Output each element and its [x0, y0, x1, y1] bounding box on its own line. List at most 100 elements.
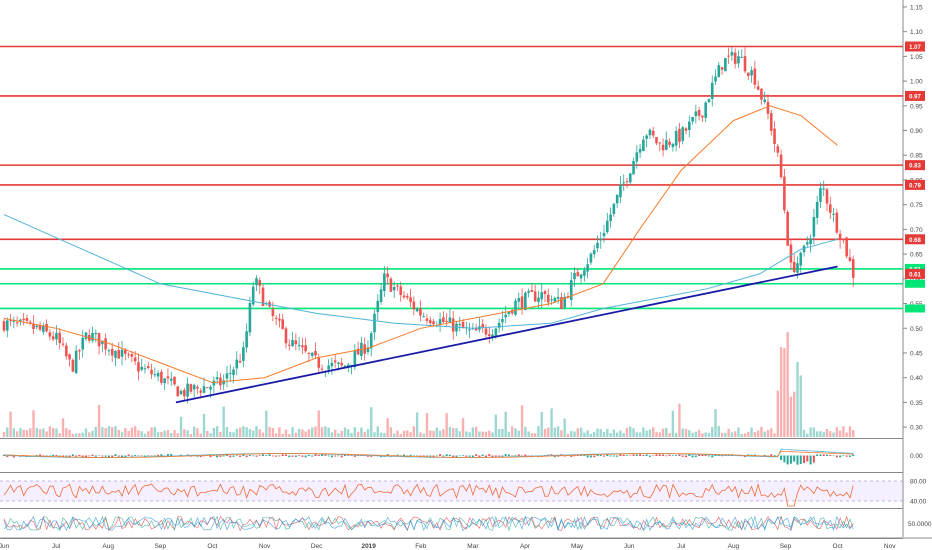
- volume-bar: [550, 408, 553, 437]
- candle-body: [294, 340, 298, 345]
- candle-body: [674, 130, 678, 146]
- volume-bar: [29, 428, 32, 437]
- time-tick-label: Jul: [677, 543, 686, 550]
- volume-bar: [586, 430, 589, 437]
- volume-bar: [766, 430, 770, 437]
- candle-body: [658, 142, 662, 144]
- candle-body: [386, 273, 389, 278]
- macd-bar: [101, 455, 104, 457]
- candle-body: [425, 318, 429, 321]
- macd-bar: [403, 454, 406, 456]
- macd-bar: [619, 454, 622, 456]
- volume-bar: [589, 433, 593, 437]
- macd-bar: [652, 455, 655, 456]
- volume-bar: [504, 411, 507, 437]
- macd-bar: [481, 454, 484, 456]
- candle-body: [815, 201, 819, 218]
- level-label: 0.68: [909, 238, 921, 244]
- candle-body: [35, 325, 39, 328]
- macd-bar: [563, 455, 566, 457]
- volume-bar: [324, 426, 327, 437]
- candle-body: [717, 65, 721, 78]
- candle-body: [694, 111, 698, 117]
- macd-bar: [763, 454, 766, 456]
- candle-body: [320, 368, 324, 370]
- time-tick-label: Nov: [259, 543, 271, 550]
- candle-body: [133, 357, 137, 362]
- candle-body: [730, 51, 734, 56]
- volume-bar: [248, 429, 252, 437]
- price-tick-label: 0.40: [910, 375, 923, 382]
- volume-bar: [333, 429, 337, 437]
- candle-body: [438, 319, 442, 325]
- volume-bar: [327, 427, 330, 437]
- candle-body: [442, 317, 445, 323]
- candle-body: [366, 347, 370, 353]
- volume-bar: [678, 403, 681, 437]
- macd-bar: [104, 455, 107, 457]
- volume-bar: [740, 433, 743, 437]
- volume-bar: [363, 431, 366, 437]
- volume-bar: [609, 433, 612, 437]
- volume-bar: [271, 427, 275, 437]
- volume-bar: [104, 428, 107, 437]
- macd-bar: [209, 455, 212, 458]
- volume-bar: [799, 375, 802, 437]
- candle-body: [524, 292, 527, 311]
- candle-body: [68, 354, 71, 360]
- candle-body: [848, 257, 852, 261]
- macd-bar: [229, 455, 232, 458]
- candle-body: [301, 345, 304, 348]
- time-tick-label: Jul: [52, 543, 61, 550]
- candle-body: [156, 372, 160, 377]
- candle-body: [628, 173, 632, 183]
- volume-bar: [337, 433, 340, 437]
- volume-bar: [225, 426, 229, 437]
- candle-body: [228, 372, 232, 374]
- volume-bar: [481, 431, 484, 437]
- macd-bar: [583, 455, 586, 456]
- candle-body: [25, 318, 29, 321]
- candle-body: [373, 313, 376, 333]
- candle-body: [763, 99, 767, 103]
- candle-body: [743, 56, 747, 72]
- volume-bar: [179, 416, 183, 437]
- volume-bar: [507, 431, 511, 437]
- volume-bar: [658, 432, 661, 437]
- macd-bar: [570, 455, 573, 457]
- candle-body: [71, 359, 75, 372]
- candle-body: [661, 144, 665, 151]
- macd-bar: [455, 455, 458, 457]
- volume-bar: [183, 429, 186, 437]
- candle-body: [809, 238, 812, 245]
- candle-body: [560, 297, 563, 310]
- volume-bar: [389, 427, 393, 437]
- macd-bar: [675, 455, 678, 456]
- candle-body: [104, 338, 107, 350]
- macd-bar: [511, 455, 514, 457]
- candle-body: [458, 324, 462, 326]
- macd-bar: [491, 455, 494, 458]
- volume-bar: [173, 430, 176, 437]
- macd-bar: [475, 454, 478, 456]
- macd-bar: [796, 455, 799, 465]
- macd-bar: [842, 455, 845, 456]
- candle-body: [507, 311, 511, 315]
- candle-body: [64, 345, 68, 357]
- macd-bar: [829, 454, 832, 456]
- volume-bar: [376, 426, 379, 437]
- volume-bar: [802, 429, 806, 437]
- macd-bar: [707, 455, 710, 457]
- macd-bar: [337, 455, 340, 457]
- macd-bar: [642, 455, 645, 456]
- macd-bar: [589, 455, 592, 458]
- candle-body: [635, 152, 639, 162]
- macd-bar: [71, 454, 74, 456]
- volume-bar: [812, 427, 816, 437]
- candle-body: [753, 68, 757, 85]
- macd-bar: [721, 455, 724, 457]
- macd-bar: [271, 455, 274, 457]
- volume-bar: [288, 433, 291, 437]
- volume-bar: [166, 429, 170, 437]
